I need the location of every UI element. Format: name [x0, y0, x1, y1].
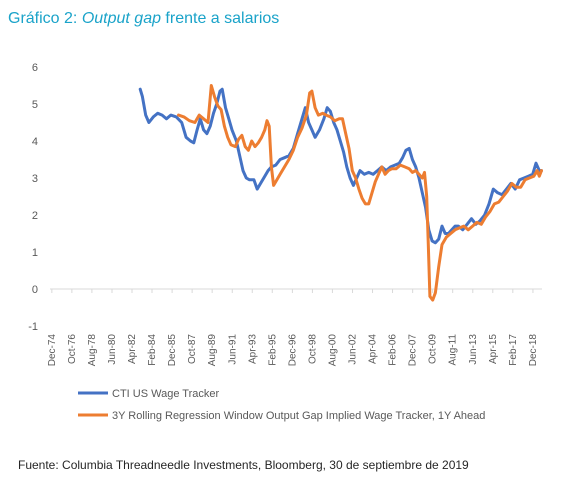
x-tick-label: Feb-84 — [147, 334, 158, 366]
y-tick-label: 5 — [32, 99, 38, 111]
x-tick-label: Dec-96 — [287, 334, 298, 367]
legend-label: CTI US Wage Tracker — [112, 388, 220, 400]
x-tick-label: Oct-98 — [307, 334, 318, 364]
x-tick-label: Apr-15 — [488, 334, 499, 364]
x-tick-label: Feb-17 — [508, 334, 519, 366]
x-tick-label: Jun-02 — [348, 334, 359, 365]
x-tick-label: Oct-09 — [428, 334, 439, 364]
line-chart: -1 0 1 2 3 4 5 6 Dec-74 Oct-76 Aug-78 Jun-80 Apr-82 F… — [28, 62, 543, 422]
x-tick-label: Jun-13 — [468, 334, 479, 365]
y-tick-label: 0 — [32, 284, 38, 296]
x-tick-label: Feb-95 — [267, 334, 278, 366]
legend-item: 3Y Rolling Regression Window Output Gap … — [78, 410, 485, 422]
x-tick-label: Dec-85 — [167, 334, 178, 367]
x-tick-label: Aug-78 — [87, 334, 98, 367]
chart-title-italic: Output gap — [81, 10, 161, 27]
chart-title-prefix: Gráfico 2: — [8, 10, 82, 27]
y-tick-label: 2 — [32, 210, 38, 222]
y-tick-label: 4 — [32, 136, 38, 148]
series-line-2 — [177, 84, 543, 302]
x-tick-label: Oct-87 — [187, 334, 198, 364]
y-tick-label: 3 — [32, 173, 38, 185]
y-tick-label: 1 — [32, 247, 38, 259]
legend: CTI US Wage Tracker 3Y Rolling Regression… — [78, 388, 485, 422]
source-note: Fuente: Columbia Threadneedle Investment… — [18, 458, 469, 472]
x-tick-label: Apr-93 — [247, 334, 258, 364]
x-tick-label: Dec-74 — [47, 334, 58, 367]
x-tick-label: Feb-06 — [388, 334, 399, 366]
x-tick-label: Apr-04 — [368, 334, 379, 364]
y-tick-label: -1 — [28, 321, 38, 333]
x-tick-label: Dec-18 — [528, 334, 539, 367]
x-tick-label: Dec-07 — [408, 334, 419, 367]
x-tick-label: Jun-80 — [107, 334, 118, 365]
chart-title: Gráfico 2: Output gap frente a salarios — [8, 10, 279, 28]
legend-item: CTI US Wage Tracker — [78, 388, 220, 400]
series-line-1 — [138, 87, 543, 245]
x-tick-label: Jun-91 — [227, 334, 238, 365]
x-tick-label: Aug-00 — [327, 334, 338, 367]
chart-title-suffix: frente a salarios — [160, 10, 280, 27]
x-tick-label: Oct-76 — [67, 334, 78, 364]
x-tick-label: Aug-89 — [207, 334, 218, 367]
legend-label: 3Y Rolling Regression Window Output Gap … — [112, 410, 485, 422]
x-tick-label: Aug-11 — [448, 334, 459, 366]
y-tick-label: 6 — [32, 62, 38, 74]
x-tick-label: Apr-82 — [127, 334, 138, 364]
